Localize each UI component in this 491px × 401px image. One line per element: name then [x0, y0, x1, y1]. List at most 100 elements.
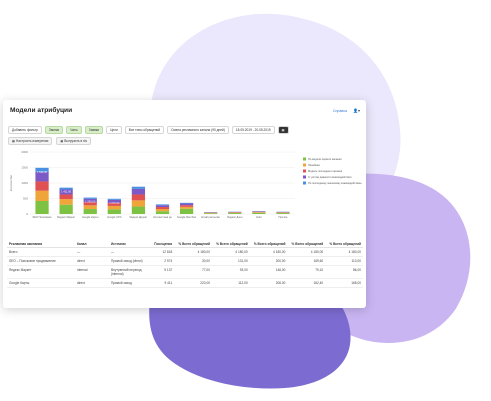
- quick-filter-requests[interactable]: Заявки: [84, 126, 104, 134]
- bar-segment: [155, 211, 170, 214]
- bar-segment: [59, 189, 73, 195]
- col-metric-3[interactable]: % Всего обращений: [249, 240, 288, 248]
- y-tick-label: 1500: [21, 166, 28, 170]
- cell: —: [75, 247, 109, 257]
- bar-segment: [155, 204, 170, 206]
- bar-segment: [83, 197, 97, 199]
- col-metric-4[interactable]: % Всего обращений: [287, 240, 326, 248]
- bar-segment: [59, 199, 73, 205]
- cell: 12 818: [151, 247, 175, 257]
- cell: 4 180,00: [325, 247, 363, 257]
- table-row[interactable]: Google Карты direct Прямой заход 9 411 2…: [7, 278, 363, 288]
- legend-label: По последнему значимому взаимодействию: [308, 181, 361, 185]
- bar-segment: [155, 209, 170, 212]
- data-label: 1 411,00: [61, 190, 71, 194]
- cell: 86,00: [325, 265, 363, 279]
- col-metric-2[interactable]: % Всего обращений: [211, 240, 250, 248]
- quick-filter-chats[interactable]: Чаты: [66, 126, 82, 134]
- x-tick-label: SEO Поисковое: [32, 215, 52, 219]
- bar-segment: [179, 202, 194, 204]
- bar-segment: [35, 200, 49, 214]
- data-label: 1 050,00: [85, 200, 96, 204]
- quick-filter-calls[interactable]: Звонки: [44, 126, 64, 134]
- cell: 79,10: [287, 265, 326, 279]
- cell: 220,00: [174, 278, 212, 288]
- table-row[interactable]: Всего — — 12 818 4 180,00 4 180,00 4 180…: [7, 247, 363, 257]
- x-tick-label: Avito: [256, 215, 262, 219]
- cell: 30,00: [174, 256, 212, 266]
- add-filter-button[interactable]: Добавить фильтр: [8, 126, 42, 134]
- y-tick-label: 500: [23, 197, 28, 201]
- x-tick-label: Контекстная ре: [153, 215, 172, 219]
- cell: 113,00: [325, 256, 363, 266]
- cell: 4 180,00: [174, 247, 212, 257]
- source-select[interactable]: Смена рекламного канала (90 дней): [167, 126, 229, 134]
- help-link[interactable]: Справка: [332, 108, 347, 113]
- bar-segment: [179, 205, 194, 207]
- bar-segment: [35, 190, 49, 201]
- customize-dimensions-button[interactable]: ▦ Настроить измерения: [8, 137, 53, 145]
- cell: 9 411: [151, 278, 175, 288]
- bar-segment: [204, 213, 218, 214]
- x-tick-label: Google Карты: [82, 215, 99, 219]
- col-source[interactable]: Источник: [109, 240, 151, 248]
- bar-segment: [83, 209, 97, 214]
- page-title: Модели атрибуции: [10, 107, 73, 114]
- cell: 4 180,00: [249, 247, 288, 257]
- bar-segment: [155, 205, 170, 208]
- cell: internal: [75, 265, 109, 279]
- legend-label: Модель последнего касания: [308, 169, 343, 173]
- legend-label: Линейная: [308, 163, 320, 167]
- cell: 162,40: [287, 278, 326, 288]
- x-tick-label: Яндекс Дзен: [227, 215, 243, 219]
- bar-segment: [252, 212, 266, 213]
- bar-segment: [179, 208, 194, 214]
- y-tick-label: 2000: [21, 150, 28, 154]
- cell: Внутренний переход (internal): [109, 265, 151, 279]
- bar-segment: [83, 198, 97, 203]
- cell: 131,00: [211, 256, 250, 266]
- table-header-row: Рекламная кампания Канал Источник Посеще…: [7, 240, 363, 248]
- bar-segment: [131, 194, 146, 201]
- x-tick-label: Google Merchan: [177, 215, 197, 219]
- bar-segment: [59, 187, 73, 190]
- cell: Google Карты: [7, 278, 75, 288]
- legend-label: С учётом давности взаимодействия: [308, 175, 352, 179]
- x-tick-label: Google CPC: [107, 215, 122, 219]
- cell: Всего: [7, 247, 75, 257]
- user-icon[interactable]: 👤▾: [353, 108, 360, 113]
- x-tick-label: Прочие: [278, 215, 287, 219]
- bar-segment: [179, 206, 194, 209]
- calendar-icon[interactable]: ▦: [277, 126, 289, 134]
- export-xls-button[interactable]: ▦ Выгрузить в xls: [56, 137, 91, 145]
- cell: 112,00: [211, 278, 250, 288]
- col-metric-1[interactable]: % Всего обращений: [174, 240, 212, 248]
- data-label: 1 076,00: [109, 201, 120, 205]
- action-buttons: ▦ Настроить измерения ▦ Выгрузить в xls: [8, 137, 91, 145]
- legend-swatch: [303, 169, 306, 173]
- cell: 9 137: [151, 265, 175, 279]
- bar-segment: [83, 205, 97, 210]
- bar-segment: [107, 199, 121, 203]
- goal-select[interactable]: Цели: [106, 126, 122, 134]
- table-row[interactable]: Яндекс Маркет internal Внутренний перехо…: [7, 265, 363, 279]
- export-xls-label: Выгрузить в xls: [64, 139, 87, 143]
- bar-segment: [83, 202, 97, 206]
- col-visits[interactable]: Посещения: [151, 240, 175, 248]
- goal-type-select[interactable]: Все типы обращений: [124, 126, 165, 134]
- bar-segment: [59, 194, 73, 200]
- date-range-picker[interactable]: 18.05.2019 - 20.05.2019: [231, 126, 275, 134]
- bar-segment: [131, 206, 146, 214]
- bar-segment: [35, 167, 49, 172]
- col-metric-5[interactable]: % Всего обращений: [325, 240, 363, 248]
- app-window: Модели атрибуции Справка 👤▾ Добавить фил…: [3, 100, 366, 308]
- legend-swatch: [303, 163, 306, 167]
- table-row[interactable]: SEO – Поисковое продвижение direct Прямо…: [7, 256, 363, 266]
- bar-segment: [107, 209, 121, 214]
- cell: 2 974: [151, 256, 175, 266]
- bar-segment: [107, 198, 121, 200]
- col-campaign[interactable]: Рекламная кампания: [7, 240, 75, 248]
- bar-segment: [131, 200, 146, 207]
- cell: 168,00: [325, 278, 363, 288]
- col-channel[interactable]: Канал: [75, 240, 109, 248]
